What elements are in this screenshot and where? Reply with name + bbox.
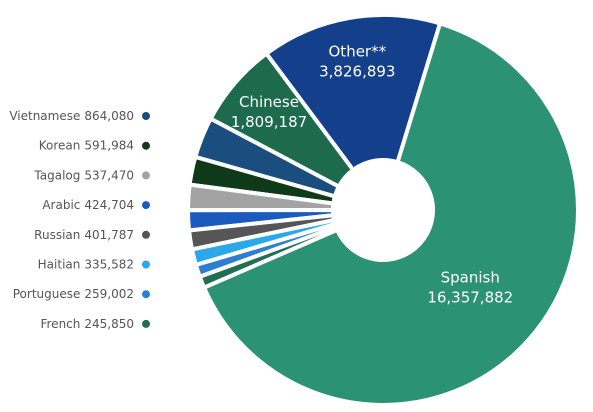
slice-value: 1,809,187 bbox=[231, 113, 307, 131]
legend-value: 401,787 bbox=[84, 227, 134, 241]
legend-name: Haitian bbox=[38, 257, 81, 271]
legend-dot bbox=[142, 201, 150, 210]
legend-value: 537,470 bbox=[84, 168, 134, 182]
legend-entry: Russian 401,787 bbox=[34, 227, 134, 241]
slice-value: 3,826,893 bbox=[319, 63, 395, 81]
legend-dot bbox=[142, 290, 150, 299]
legend-value: 424,704 bbox=[84, 198, 134, 212]
legend-name: Korean bbox=[39, 138, 81, 152]
legend-value: 259,002 bbox=[84, 287, 134, 301]
slice-label: Other** bbox=[329, 43, 387, 61]
slice-label: Spanish bbox=[441, 268, 500, 286]
legend-name: Portuguese bbox=[13, 287, 81, 301]
slice-label: Chinese bbox=[239, 93, 299, 111]
legend-entry: Tagalog 537,470 bbox=[33, 168, 134, 182]
legend-name: Russian bbox=[34, 227, 80, 241]
legend-dot bbox=[142, 171, 150, 180]
legend-entry: Vietnamese 864,080 bbox=[9, 109, 134, 123]
legend-dot bbox=[142, 141, 150, 150]
legend-dot bbox=[142, 319, 150, 328]
legend-entry: Portuguese 259,002 bbox=[13, 287, 134, 301]
legend-value: 591,984 bbox=[84, 138, 134, 152]
legend-name: French bbox=[40, 316, 80, 330]
legend-dot bbox=[142, 112, 150, 120]
legend-entry: Korean 591,984 bbox=[39, 138, 134, 152]
legend-dot bbox=[142, 230, 150, 239]
slice bbox=[263, 13, 443, 173]
legend-entry: Haitian 335,582 bbox=[38, 257, 134, 271]
legend-name: Arabic bbox=[42, 198, 80, 212]
legend-entry: Arabic 424,704 bbox=[42, 198, 134, 212]
slice-value: 16,357,882 bbox=[427, 288, 513, 306]
legend-name: Vietnamese bbox=[9, 109, 80, 123]
legend-value: 245,850 bbox=[84, 316, 134, 330]
slice bbox=[201, 21, 580, 407]
legend-value: 864,080 bbox=[84, 109, 134, 123]
legend-value: 335,582 bbox=[84, 257, 134, 271]
slice bbox=[207, 50, 356, 190]
legend-entry: French 245,850 bbox=[40, 316, 134, 330]
legend-name: Tagalog bbox=[33, 168, 80, 182]
legend-dot bbox=[142, 260, 150, 269]
